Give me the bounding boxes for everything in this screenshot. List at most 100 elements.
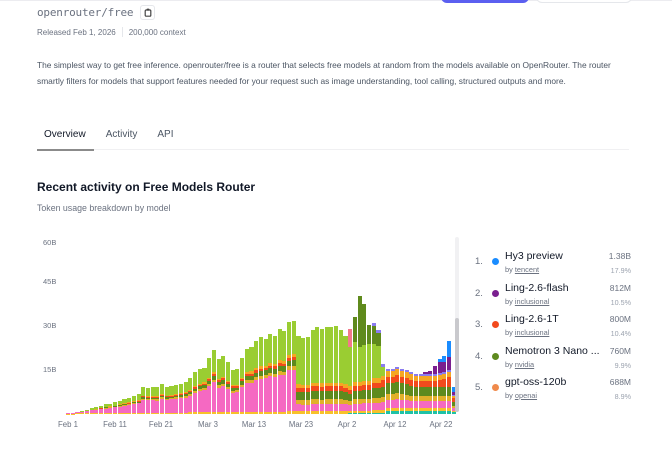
chart-bar[interactable] [390,368,395,414]
chart-bar[interactable] [319,329,325,414]
chart-bar[interactable] [249,346,254,414]
stacked-bar-chart[interactable] [66,243,456,414]
chart-bar[interactable] [188,377,193,414]
chart-bar[interactable] [160,383,165,414]
chart-scrollbar-thumb[interactable] [455,318,459,412]
legend-item[interactable]: 3. Ling-2.6-1T by inclusional 800M 10.4% [468,313,632,345]
legend-item[interactable]: 1. Hy3 preview by tencent 1.38B 17.9% [468,250,632,282]
legend-item[interactable]: 4. Nemotron 3 Nano ... by nvidia 760M 9.… [468,345,632,377]
chart-bar[interactable] [329,327,334,414]
chart-bar[interactable] [174,384,179,414]
chart-bar[interactable] [80,410,85,414]
chart-bar[interactable] [446,341,452,414]
author-link[interactable]: openai [514,391,538,400]
chart-bar[interactable] [409,372,414,414]
tab-activity[interactable]: Activity [105,129,138,140]
author-link[interactable]: nvidia [514,359,535,369]
chart-bar[interactable] [451,387,456,414]
chart-bar[interactable] [362,303,367,414]
chart-bar[interactable] [305,336,310,414]
chart-bar[interactable] [183,382,188,414]
chart-bar[interactable] [169,386,174,414]
chart-bar[interactable] [192,372,198,414]
author-link[interactable]: inclusional [514,328,550,337]
chart-bar[interactable] [432,365,437,414]
secondary-action-button[interactable] [536,0,632,3]
chart-bar[interactable] [268,334,273,414]
chart-bar[interactable] [343,335,348,414]
chart-bar[interactable] [254,341,259,414]
chart-bar[interactable] [291,320,296,414]
chart-bar[interactable] [315,327,320,414]
chart-bar[interactable] [178,383,183,414]
chart-bar[interactable] [240,357,245,414]
legend-model-name[interactable]: Nemotron 3 Nano ... [505,344,600,357]
chart-bar[interactable] [136,394,141,414]
chart-bar[interactable] [371,322,376,414]
chart-bar[interactable] [395,366,400,414]
chart-bar[interactable] [404,370,409,414]
chart-bar[interactable] [150,386,155,414]
chart-bar[interactable] [84,409,89,414]
chart-bar[interactable] [263,338,268,414]
chart-bar[interactable] [127,397,132,414]
chart-bar[interactable] [207,358,212,414]
chart-bar[interactable] [66,413,71,414]
legend-model-name[interactable]: gpt-oss-120b [505,376,567,388]
chart-bar[interactable] [145,388,151,414]
primary-action-button[interactable] [441,0,529,3]
chart-bar[interactable] [89,408,94,414]
chart-bar[interactable] [348,329,353,414]
chart-bar[interactable] [122,398,127,414]
chart-bar[interactable] [94,407,99,414]
chart-bar[interactable] [277,328,282,414]
chart-bar[interactable] [324,327,329,414]
chart-bar[interactable] [310,329,315,414]
chart-bar[interactable] [423,372,428,414]
chart-bar[interactable] [282,331,287,414]
tab-api[interactable]: API [157,129,174,140]
legend-model-name[interactable]: Ling-2.6-1T [505,313,559,325]
legend-item[interactable]: 5. gpt-oss-120b by openai 688M 8.9% [468,376,632,408]
chart-bar[interactable] [334,326,339,414]
chart-bar[interactable] [216,359,221,414]
chart-bar[interactable] [338,329,343,414]
chart-bar[interactable] [202,367,207,414]
chart-bar[interactable] [437,359,442,414]
chart-bar[interactable] [141,386,146,414]
chart-bar[interactable] [244,348,249,414]
chart-bar[interactable] [75,411,80,414]
legend-model-name[interactable]: Ling-2.6-flash [505,281,569,294]
chart-bar[interactable] [376,330,381,414]
chart-bar[interactable] [131,395,136,414]
chart-bar[interactable] [211,349,216,414]
chart-bar[interactable] [117,400,122,414]
chart-bar[interactable] [155,387,160,414]
chart-bar[interactable] [296,335,301,414]
chart-bar[interactable] [258,337,263,414]
chart-bar[interactable] [113,402,118,414]
chart-bar[interactable] [352,317,357,414]
legend-model-name[interactable]: Hy3 preview [505,250,563,262]
chart-bar[interactable] [418,374,423,414]
chart-bar[interactable] [98,405,104,414]
chart-bar[interactable] [414,374,419,414]
chart-bar[interactable] [164,386,169,414]
chart-bar[interactable] [357,296,362,414]
chart-bar[interactable] [108,403,113,414]
chart-bar[interactable] [225,362,231,414]
chart-bar[interactable] [103,404,108,414]
author-link[interactable]: inclusional [514,296,550,306]
author-link[interactable]: tencent [514,265,540,274]
chart-bar[interactable] [301,337,306,414]
chart-bar[interactable] [399,368,405,414]
copy-slug-button[interactable] [140,5,156,20]
tab-overview[interactable]: Overview [37,124,94,151]
chart-bar[interactable] [367,325,372,414]
chart-bar[interactable] [442,356,447,414]
chart-bar[interactable] [385,368,390,414]
chart-bar[interactable] [197,369,202,414]
chart-bar[interactable] [230,369,235,414]
chart-bar[interactable] [287,322,292,414]
chart-bar[interactable] [70,412,75,414]
